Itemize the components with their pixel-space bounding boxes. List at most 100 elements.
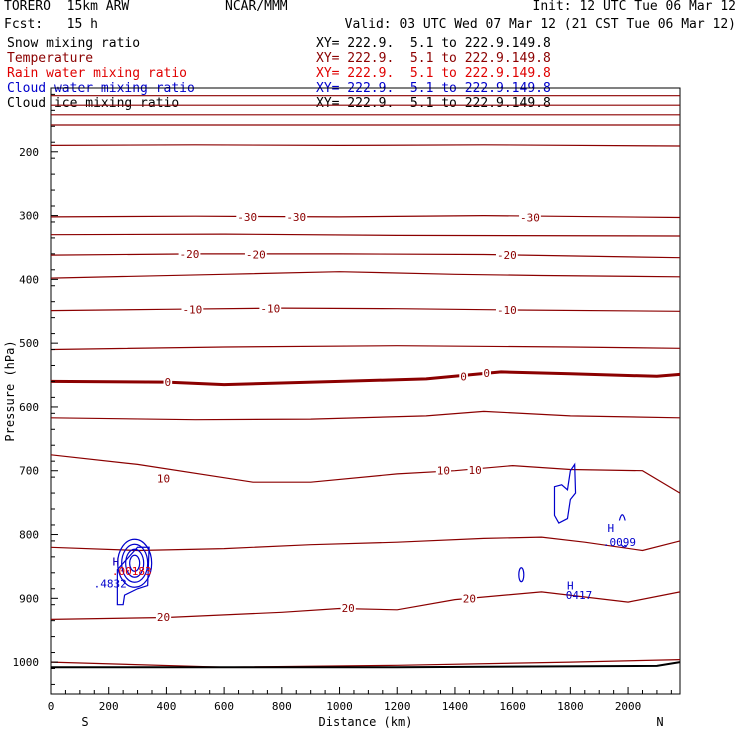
cloud-water-max-label: 0417 xyxy=(566,589,593,602)
temperature-contour-line xyxy=(50,271,681,279)
temperature-contour-label: -10 xyxy=(497,304,517,317)
y-tick-label: 600 xyxy=(19,401,39,414)
x-tick-label: 800 xyxy=(272,700,292,713)
temperature-contour-label: 10 xyxy=(469,464,482,477)
temperature-contour-line xyxy=(50,410,681,421)
legend-field-xy: XY= 222.9. 5.1 to 222.9.149.8 xyxy=(316,96,551,111)
temperature-contour-label: 20 xyxy=(157,611,170,624)
temperature-contour-label: 0 xyxy=(165,376,172,389)
cloud-water-contour xyxy=(116,546,150,606)
rain-water-max-label: .00183 xyxy=(112,565,152,578)
south-endpoint-label: S xyxy=(81,715,88,729)
temperature-contour-label: -10 xyxy=(260,303,280,316)
init-time: Init: 12 UTC Tue 06 Mar 12 xyxy=(532,0,737,14)
contour-label-bg xyxy=(435,464,452,477)
x-tick-label: 0 xyxy=(48,700,55,713)
contour-label-bg xyxy=(495,249,518,262)
x-tick-label: 1800 xyxy=(557,700,584,713)
contour-label-bg xyxy=(178,247,201,260)
cloud-water-contour xyxy=(553,462,577,524)
x-tick-label: 200 xyxy=(99,700,119,713)
valid-time: Valid: 03 UTC Wed 07 Mar 12 (21 CST Tue … xyxy=(344,17,736,32)
forecast-hour: Fcst: 15 h xyxy=(4,17,98,32)
y-tick-label: 500 xyxy=(19,337,39,350)
cloud-water-max-label: .4832 xyxy=(94,578,127,591)
y-tick-label: 300 xyxy=(19,210,39,223)
cloud-water-contour xyxy=(618,514,626,521)
contour-label-bg xyxy=(155,610,172,623)
temperature-contours xyxy=(50,95,681,668)
cloud-water-max-label: .0099 xyxy=(603,536,636,549)
temperature-contour-line xyxy=(50,591,681,620)
cloud-water-contour xyxy=(129,554,141,572)
cloud-water-contours xyxy=(116,462,628,606)
y-axis-title: Pressure (hPa) xyxy=(3,340,17,441)
x-tick-label: 1200 xyxy=(384,700,411,713)
contour-label-bg xyxy=(482,367,491,380)
contour-label-bg xyxy=(155,472,172,485)
temperature-contour-label: -20 xyxy=(497,249,517,262)
legend-field-name: Snow mixing ratio xyxy=(7,36,141,51)
temperature-contour-line xyxy=(50,370,681,387)
temperature-contour-line xyxy=(50,307,681,312)
temperature-contour-line xyxy=(50,345,681,351)
contour-label-bg xyxy=(495,303,518,316)
legend-field-name: Rain water mixing ratio xyxy=(7,66,188,81)
temperature-contour-label: 0 xyxy=(483,367,490,380)
north-endpoint-label: N xyxy=(656,715,663,729)
cloud-water-contour xyxy=(121,543,149,583)
org-label: NCAR/MMM xyxy=(225,0,288,14)
cloud-water-max-label: H xyxy=(567,580,574,593)
temperature-contour-label: 20 xyxy=(342,602,355,615)
cloud-water-contour xyxy=(117,538,153,588)
y-tick-label: 1000 xyxy=(13,656,40,669)
legend-field-name: Cloud ice mixing ratio xyxy=(7,96,180,111)
y-tick-label: 800 xyxy=(19,529,39,542)
legend-field-xy: XY= 222.9. 5.1 to 222.9.149.8 xyxy=(316,66,551,81)
temperature-contour-line xyxy=(50,214,681,219)
x-tick-label: 2000 xyxy=(615,700,642,713)
plot-border xyxy=(50,87,681,695)
contour-labels: -30 -30 -30 -20 -20 -20 -10 -10 -10 0 0 0 10 10 10 20 20… xyxy=(94,210,636,624)
temperature-contour-line xyxy=(50,144,681,147)
temperature-contour-label: 10 xyxy=(437,465,450,478)
y-tick-label: 700 xyxy=(19,465,39,478)
temperature-contour-line xyxy=(50,536,681,552)
cloud-water-contour xyxy=(518,567,525,583)
x-tick-label: 400 xyxy=(156,700,176,713)
cloud-water-max-label: H xyxy=(113,555,120,568)
y-tick-label: 400 xyxy=(19,273,39,286)
temperature-contour-line xyxy=(50,659,681,668)
contour-label-bg xyxy=(259,302,282,315)
rain-water-max-label: H xyxy=(113,555,120,568)
temperature-contour-label: -20 xyxy=(246,248,266,261)
temperature-contour-label: -30 xyxy=(237,211,257,224)
legend-field-xy: XY= 222.9. 5.1 to 222.9.149.8 xyxy=(316,51,551,66)
legend-field-name: Temperature xyxy=(7,51,94,66)
temperature-contour-label: -10 xyxy=(182,303,202,316)
x-tick-label: 600 xyxy=(214,700,234,713)
model-title: TORERO 15km ARW xyxy=(4,0,130,14)
temperature-contour-label: 10 xyxy=(157,472,170,485)
temperature-contour-line xyxy=(50,253,681,259)
temperature-contour-line xyxy=(50,233,681,237)
x-tick-label: 1400 xyxy=(442,700,469,713)
temperature-contour-label: -30 xyxy=(286,211,306,224)
x-tick-label: 1600 xyxy=(499,700,526,713)
contour-label-bg xyxy=(181,303,204,316)
x-tick-label: 1000 xyxy=(326,700,353,713)
contour-label-bg xyxy=(236,210,259,223)
contour-label-bg xyxy=(461,592,477,605)
temperature-contour-label: -20 xyxy=(180,248,200,261)
y-tick-label: 900 xyxy=(19,592,39,605)
contour-label-bg xyxy=(285,210,308,223)
contour-label-bg xyxy=(340,601,356,614)
surface-pressure-line xyxy=(51,661,681,669)
temperature-contour-label: 0 xyxy=(460,370,467,383)
cloud-water-contour xyxy=(125,548,145,578)
cloud-water-max-label: H xyxy=(607,522,614,535)
contour-label-bg xyxy=(459,370,468,383)
contour-label-bg xyxy=(467,464,483,477)
